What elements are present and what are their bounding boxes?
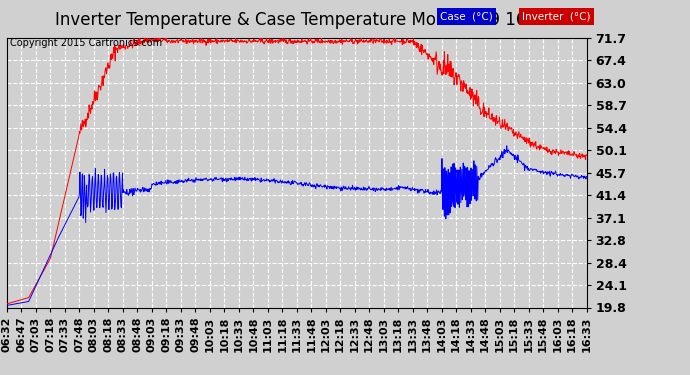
Text: Case  (°C): Case (°C) [440, 11, 493, 21]
Text: Inverter Temperature & Case Temperature Mon Nov 9 16:40: Inverter Temperature & Case Temperature … [55, 11, 553, 29]
Text: Inverter  (°C): Inverter (°C) [522, 11, 591, 21]
Text: Copyright 2015 Cartronics.com: Copyright 2015 Cartronics.com [10, 38, 162, 48]
